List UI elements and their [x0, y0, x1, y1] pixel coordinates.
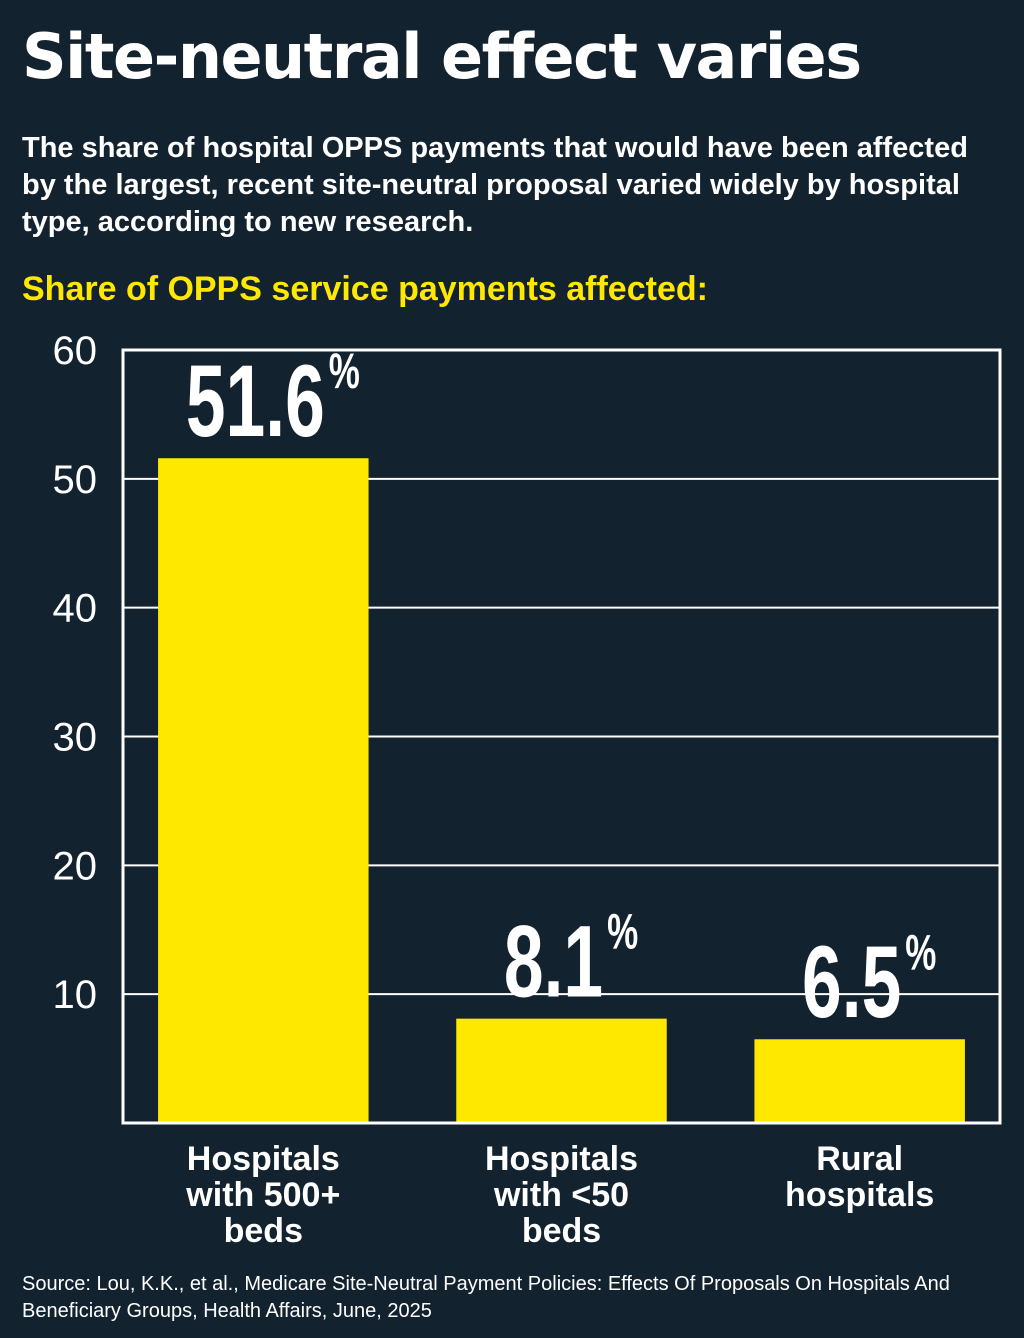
category-label: with <50: [493, 1176, 629, 1214]
source-note: Source: Lou, K.K., et al., Medicare Site…: [22, 1271, 1012, 1325]
bar: [158, 458, 368, 1123]
y-tick-label: 10: [53, 973, 98, 1017]
y-tick-label: 40: [53, 587, 98, 631]
category-label: with 500+: [185, 1176, 340, 1214]
data-label: 6.5: [802, 925, 901, 1040]
data-label: 51.6: [186, 344, 325, 459]
bar: [456, 1019, 666, 1123]
data-label: 8.1: [504, 904, 603, 1019]
category-label: Hospitals: [485, 1140, 638, 1178]
percent-sign: %: [607, 905, 638, 961]
percent-sign: %: [905, 925, 936, 981]
percent-sign: %: [329, 344, 360, 400]
category-label: hospitals: [785, 1176, 934, 1214]
y-tick-label: 30: [53, 716, 98, 760]
category-label: beds: [522, 1212, 601, 1250]
y-tick-label: 50: [53, 458, 98, 502]
bar-chart: 102030405060 51.6 %8.1% 6.5% Hospitalswith…: [0, 0, 1024, 1338]
category-label: beds: [224, 1212, 303, 1250]
y-tick-label: 60: [53, 329, 98, 373]
category-label: Rural: [816, 1140, 903, 1178]
bar: [754, 1039, 964, 1123]
y-tick-label: 20: [53, 844, 98, 888]
category-label: Hospitals: [187, 1140, 340, 1178]
